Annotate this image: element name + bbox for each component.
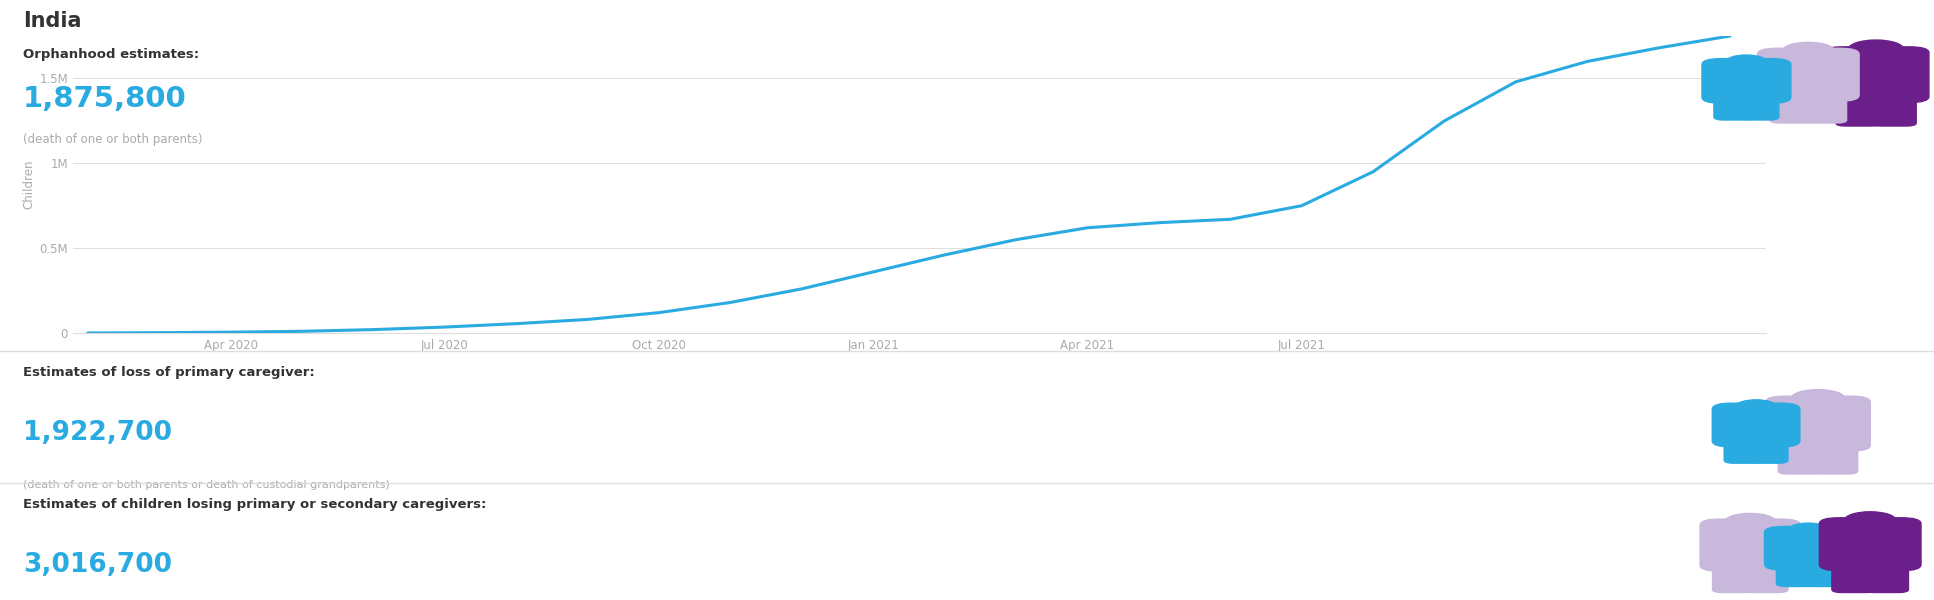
Text: Orphanhood estimates:: Orphanhood estimates: — [23, 48, 199, 61]
Text: 1,922,700: 1,922,700 — [23, 420, 172, 446]
Text: 1,875,800: 1,875,800 — [23, 85, 188, 113]
Text: India: India — [23, 11, 81, 31]
Y-axis label: Children: Children — [21, 160, 35, 209]
Text: (death of one or both parents): (death of one or both parents) — [23, 133, 203, 146]
Text: Estimates of children losing primary or secondary caregivers:: Estimates of children losing primary or … — [23, 498, 487, 511]
Text: (death of one or both parents or death of custodial grandparents): (death of one or both parents or death o… — [23, 480, 391, 490]
Text: Estimates of loss of primary caregiver:: Estimates of loss of primary caregiver: — [23, 366, 315, 379]
Text: 3,016,700: 3,016,700 — [23, 552, 172, 578]
